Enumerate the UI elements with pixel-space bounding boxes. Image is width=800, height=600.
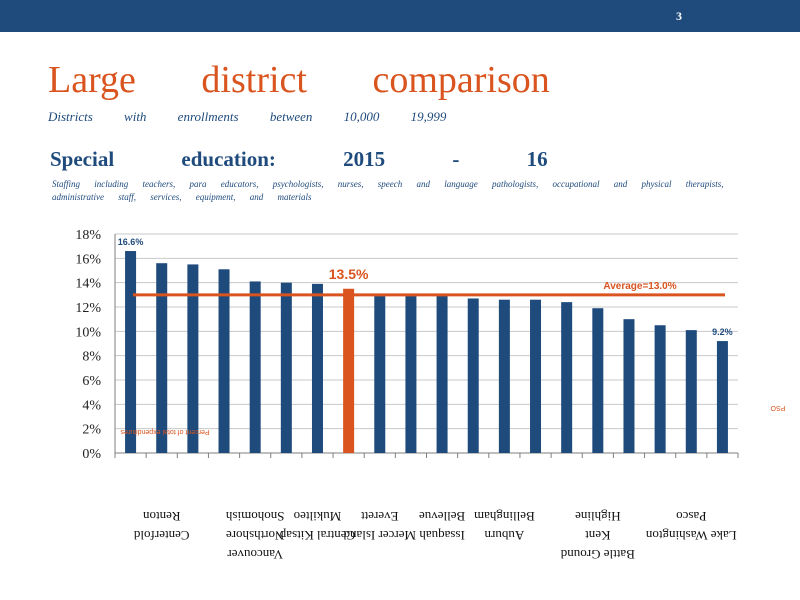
left-axis-note: Percent of total expenditures	[120, 428, 210, 435]
y-tick-label: 0%	[82, 447, 101, 462]
data-label: 16.6%	[118, 237, 144, 247]
y-tick-label: 18%	[75, 228, 101, 243]
x-category-label: Kent	[585, 528, 611, 543]
y-tick-label: 8%	[82, 350, 101, 365]
bar	[467, 298, 479, 453]
bar	[125, 251, 137, 453]
bar	[218, 269, 230, 453]
bar	[374, 296, 386, 453]
y-tick-label: 12%	[75, 301, 101, 316]
x-category-label: Everett	[361, 509, 399, 524]
page-subtitle: Districts with enrollments between 10,00…	[48, 109, 447, 124]
y-tick-label: 2%	[82, 423, 101, 438]
bar	[716, 341, 728, 453]
bar	[654, 325, 666, 453]
x-category-label: Vancouver	[227, 547, 283, 562]
y-tick-label: 10%	[75, 325, 101, 340]
x-category-label: Bellingham	[474, 509, 535, 524]
bar	[498, 299, 510, 453]
x-category-label: Mukilteo	[294, 509, 342, 524]
bar	[623, 319, 635, 453]
staffing-note: Staffing including teachers, para educat…	[52, 179, 724, 202]
x-category-label: Issaquah	[419, 528, 465, 543]
average-label: Average=13.0%	[603, 281, 676, 292]
x-category-label: Northshore	[226, 528, 285, 543]
x-category-label: Renton	[142, 509, 180, 524]
x-category-label: Pasco	[676, 509, 706, 524]
y-tick-label: 4%	[82, 398, 101, 413]
page-title: Large district comparison	[48, 59, 550, 101]
bar	[530, 299, 542, 453]
bar	[592, 308, 604, 453]
right-axis-note: PSO	[770, 404, 785, 411]
x-category-label: Bellevue	[419, 509, 465, 524]
bar	[311, 283, 323, 453]
bar	[156, 263, 168, 453]
bar	[436, 296, 448, 453]
top-banner: 3	[0, 0, 800, 32]
page-number: 3	[676, 9, 682, 23]
bar	[685, 330, 697, 453]
bar	[561, 302, 573, 453]
y-tick-label: 6%	[82, 374, 101, 389]
bar	[343, 288, 355, 453]
section-heading: Special education: 2015 - 16	[50, 147, 548, 171]
x-category-label: Auburn	[484, 528, 524, 543]
x-category-label: Snohomish	[225, 509, 284, 524]
bar	[280, 282, 292, 453]
y-tick-label: 14%	[75, 277, 101, 292]
bar	[249, 281, 261, 453]
y-tick-label: 16%	[75, 252, 101, 267]
data-label: 9.2%	[712, 327, 733, 337]
data-label: 13.5%	[329, 266, 369, 282]
bar	[187, 264, 199, 453]
x-category-label: Lake Washington	[645, 528, 736, 543]
x-category-label: Mercer Island	[343, 528, 416, 543]
x-category-label: Battle Ground	[560, 547, 635, 562]
x-category-label: Central Kitsap	[280, 528, 355, 543]
bar	[405, 296, 417, 453]
x-category-label: Centerfold	[133, 528, 189, 543]
x-category-label: Highline	[575, 509, 621, 524]
